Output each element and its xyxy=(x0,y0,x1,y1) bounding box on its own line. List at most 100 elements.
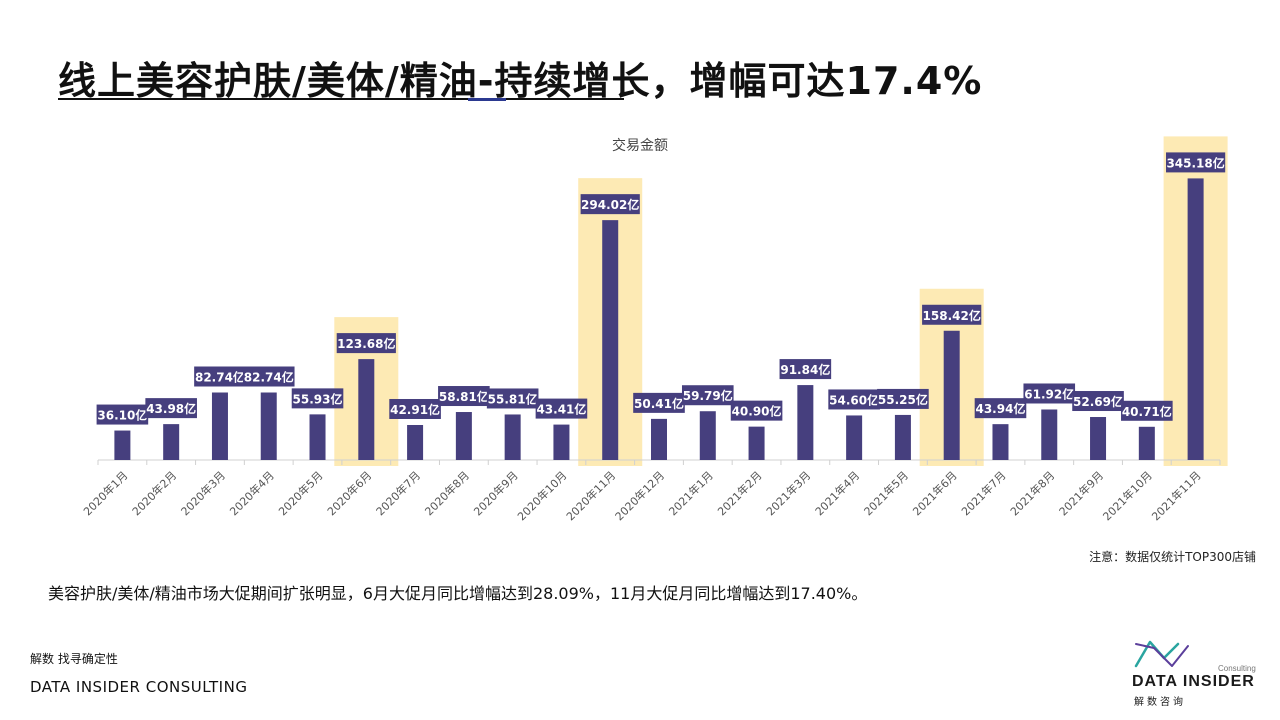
data-label: 91.84亿 xyxy=(780,362,830,377)
x-tick-label: 2021年8月 xyxy=(1007,468,1057,518)
x-tick-label: 2020年5月 xyxy=(275,468,325,518)
bar xyxy=(553,424,570,460)
bar xyxy=(1138,426,1155,460)
data-label: 59.79亿 xyxy=(683,388,733,403)
title-accent xyxy=(468,98,506,101)
data-label: 58.81亿 xyxy=(439,389,489,404)
bar xyxy=(748,426,765,460)
x-tick-label: 2020年11月 xyxy=(563,468,618,523)
data-label: 36.10亿 xyxy=(97,408,147,423)
bar xyxy=(846,415,863,460)
logo-mark-icon xyxy=(1134,640,1189,668)
x-tick-label: 2021年10月 xyxy=(1100,468,1155,523)
bar xyxy=(163,424,180,460)
bar xyxy=(943,330,960,460)
x-tick-label: 2021年3月 xyxy=(763,468,813,518)
data-label-bg xyxy=(828,389,880,410)
bar xyxy=(504,414,521,460)
data-label-bg xyxy=(974,398,1027,419)
bar xyxy=(407,424,424,460)
bar xyxy=(651,418,667,460)
data-label: 50.41亿 xyxy=(634,396,684,411)
data-label: 55.25亿 xyxy=(878,392,928,407)
data-label: 55.81亿 xyxy=(488,391,538,406)
x-tick-label: 2020年6月 xyxy=(324,468,374,518)
x-tick-label: 2021年6月 xyxy=(910,468,960,518)
data-label-bg xyxy=(389,398,441,419)
footer-company: DATA INSIDER CONSULTING xyxy=(30,678,248,696)
data-label-bg xyxy=(96,404,149,425)
chart-title: 交易金额 xyxy=(612,137,668,154)
data-label: 43.94亿 xyxy=(975,401,1025,416)
x-tick-label: 2020年10月 xyxy=(514,468,569,523)
data-label: 54.60亿 xyxy=(829,392,879,407)
bar xyxy=(1090,417,1107,460)
x-tick-label: 2021年9月 xyxy=(1056,468,1106,518)
bar xyxy=(455,412,472,460)
data-label: 123.68亿 xyxy=(337,336,395,351)
bar xyxy=(894,414,911,460)
x-tick-label: 2020年8月 xyxy=(422,468,472,518)
x-tick-label: 2020年1月 xyxy=(80,468,130,518)
x-tick-label: 2020年3月 xyxy=(178,468,228,518)
bar xyxy=(602,220,619,460)
bar xyxy=(699,411,716,460)
data-label-bg xyxy=(291,388,344,409)
logo-consulting: Consulting xyxy=(1218,664,1256,673)
x-tick-label: 2020年2月 xyxy=(129,468,179,518)
data-label-bg xyxy=(535,398,588,419)
x-tick-label: 2021年5月 xyxy=(861,468,911,518)
x-tick-label: 2020年4月 xyxy=(227,468,277,518)
footer-slogan: 解数 找寻确定性 xyxy=(30,652,118,666)
page-title: 线上美容护肤/美体/精油-持续增长，增幅可达17.4% xyxy=(58,59,983,103)
x-tick-label: 2020年7月 xyxy=(373,468,423,518)
data-label-bg xyxy=(681,385,734,406)
logo-name: DATA INSIDER xyxy=(1132,673,1255,690)
data-label: 82.74亿 xyxy=(195,370,245,385)
bar xyxy=(260,392,277,460)
chart-svg: 交易金额 36.10亿 2020年1月 43.98亿 2020年2月 82.74亿 2020… xyxy=(80,136,1228,523)
data-label: 42.91亿 xyxy=(390,402,440,417)
data-label-bg xyxy=(1166,152,1226,173)
bar xyxy=(114,430,131,460)
data-label-bg xyxy=(922,304,982,325)
bar xyxy=(992,424,1009,460)
data-label: 40.90亿 xyxy=(732,404,782,419)
data-label-bg xyxy=(145,398,197,419)
data-label-bg xyxy=(336,333,396,354)
data-label-bg xyxy=(633,392,685,413)
data-label: 61.92亿 xyxy=(1024,386,1074,401)
data-label: 43.41亿 xyxy=(536,402,586,417)
summary-text: 美容护肤/美体/精油市场大促期间扩张明显，6月大促月同比增幅达到28.09%，1… xyxy=(48,584,868,603)
bar-chart: 交易金额 36.10亿 2020年1月 43.98亿 2020年2月 82.74亿 2020… xyxy=(0,130,1280,550)
data-label: 40.71亿 xyxy=(1122,404,1172,419)
x-tick-label: 2021年4月 xyxy=(812,468,862,518)
x-tick-label: 2021年11月 xyxy=(1149,468,1204,523)
logo-cn: 解数咨询 xyxy=(1134,697,1186,708)
bar xyxy=(1041,409,1058,460)
data-label-bg xyxy=(730,400,783,421)
data-label: 82.74亿 xyxy=(244,370,294,385)
company-logo: Consulting DATA INSIDER 解数咨询 xyxy=(1132,636,1262,710)
bar xyxy=(358,359,375,460)
data-label-bg xyxy=(242,366,295,387)
title-underline xyxy=(58,98,624,100)
bar xyxy=(1187,178,1204,460)
x-tick-label: 2020年12月 xyxy=(612,468,667,523)
data-label: 294.02亿 xyxy=(581,197,639,212)
x-tick-label: 2021年1月 xyxy=(666,468,716,518)
data-label-bg xyxy=(486,388,539,409)
x-tick-label: 2021年2月 xyxy=(714,468,764,518)
data-label-bg xyxy=(1072,391,1124,412)
data-label-bg xyxy=(877,388,929,409)
data-label-bg xyxy=(779,359,832,380)
bar xyxy=(211,392,228,460)
data-label-bg xyxy=(438,386,490,407)
x-tick-label: 2021年7月 xyxy=(958,468,1008,518)
data-label: 345.18亿 xyxy=(1166,155,1224,170)
data-label-bg xyxy=(1121,400,1173,421)
data-label-bg xyxy=(194,366,246,387)
data-note: 注意：数据仅统计TOP300店铺 xyxy=(1089,550,1256,564)
data-label: 43.98亿 xyxy=(146,401,196,416)
x-tick-label: 2020年9月 xyxy=(471,468,521,518)
